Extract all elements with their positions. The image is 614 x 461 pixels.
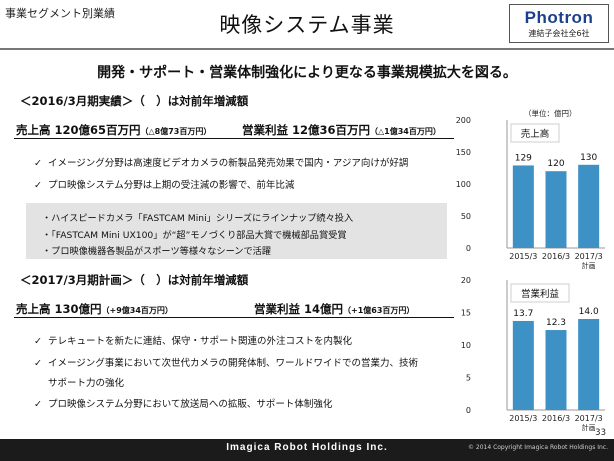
bullet-2017-2-text: イメージング事業において次世代カメラの開発体制、ワールドワイドでの営業力、技術 xyxy=(48,358,419,369)
chart-0-category-label: 2015/3 xyxy=(509,252,537,261)
logo-wordmark: Photron xyxy=(524,8,594,27)
chart-0-title: 売上高 xyxy=(521,128,550,140)
highlight-box: ・ハイスピードカメラ「FASTCAM Mini」シリーズにラインナップ続々投入 … xyxy=(26,203,447,259)
sales-2016: 売上高 120億65百万円（△8億73百万円） xyxy=(16,122,211,138)
chart-1-ytick-label: 5 xyxy=(466,374,471,383)
chart-1-data-label: 13.7 xyxy=(513,309,533,319)
chart-0-ytick-label: 150 xyxy=(456,148,471,157)
chart-1-title: 営業利益 xyxy=(521,288,560,300)
chart-1-category-label: 2015/3 xyxy=(509,414,537,423)
chart-0-ytick-label: 50 xyxy=(461,212,471,221)
bullet-2017-1-text: テレキュートを新たに連結、保守・サポート関連の外注コストを内製化 xyxy=(48,336,353,347)
footer-company: Imagica Robot Holdings Inc. xyxy=(226,442,388,453)
section-2017-underline xyxy=(14,317,454,318)
section-2016-heading-text: ＜2016/3月期実績＞（ ）は対前年増減額 xyxy=(20,94,249,108)
chart-0-bar xyxy=(512,165,534,248)
logo-subtitle: 連結子会社全6社 xyxy=(528,29,590,38)
chart-1-ytick-label: 10 xyxy=(461,341,471,350)
check-icon: ✓ xyxy=(34,358,42,369)
check-icon: ✓ xyxy=(34,180,42,191)
chart-0-bar xyxy=(545,171,567,248)
check-icon: ✓ xyxy=(34,336,42,347)
chart-1-category-note: 計画 xyxy=(582,423,596,432)
chart-0-ytick-label: 0 xyxy=(466,244,471,253)
unit-label: （単位：億円） xyxy=(524,109,577,118)
chart-1-ytick-label: 15 xyxy=(461,309,471,318)
section-2016-heading: ＜2016/3月期実績＞（ ）は対前年増減額 xyxy=(20,93,248,109)
bullet-2016-1: ✓ イメージング分野は高速度ビデオカメラの新製品発売効果で国内・アジア向けが好調 xyxy=(34,155,408,169)
bullet-2017-3: ✓ プロ映像システム分野において放送局への拡販、サポート体制強化 xyxy=(34,396,332,410)
chart-0-category-note: 計画 xyxy=(582,261,596,270)
highlight-3: ・プロ映像機器各製品がスポーツ等様々なシーンで活躍 xyxy=(42,246,272,257)
chart-1-bar xyxy=(545,330,567,410)
company-logo: Photron 連結子会社全6社 xyxy=(509,4,609,43)
headline: 開発・サポート・営業体制強化により更なる事業規模拡大を図る。 xyxy=(97,65,517,81)
chart-1-data-label: 12.3 xyxy=(546,318,566,328)
footer-bar: Imagica Robot Holdings Inc. © 2014 Copyr… xyxy=(0,439,614,461)
sales-2017: 売上高 130億円（+9億34百万円） xyxy=(16,301,173,317)
sales-2016-value: 売上高 120億65百万円 xyxy=(16,123,141,137)
sales-2017-value: 売上高 130億円 xyxy=(16,302,102,316)
bullet-2017-2: ✓ イメージング事業において次世代カメラの開発体制、ワールドワイドでの営業力、技術 xyxy=(34,355,418,369)
chart-1-title-box xyxy=(510,283,570,303)
bullet-2017-1: ✓ テレキュートを新たに連結、保守・サポート関連の外注コストを内製化 xyxy=(34,333,352,347)
header-divider xyxy=(0,48,614,50)
highlight-1: ・ハイスピードカメラ「FASTCAM Mini」シリーズにラインナップ続々投入 xyxy=(42,213,354,224)
chart-0-bar xyxy=(578,164,600,248)
chart-0-title-box xyxy=(510,123,560,143)
bullet-2016-1-text: イメージング分野は高速度ビデオカメラの新製品発売効果で国内・アジア向けが好調 xyxy=(48,158,409,169)
sales-2016-delta: （△8億73百万円） xyxy=(140,127,212,136)
segment-label: 事業セグメント別業績 xyxy=(5,7,115,20)
chart-0-data-label: 130 xyxy=(580,153,597,163)
chart-0-ytick-label: 200 xyxy=(456,116,471,125)
chart-1-bar xyxy=(578,319,600,410)
profit-2017: 営業利益 14億円（+1億63百万円） xyxy=(254,301,414,317)
charts: 0501001502001292015/31202016/31302017/3計… xyxy=(456,116,605,432)
chart-0-data-label: 129 xyxy=(515,153,532,163)
profit-2016-value: 営業利益 12億36百万円 xyxy=(242,123,371,137)
bullet-2017-2-cont: サポート力の強化 xyxy=(48,378,125,389)
chart-1-data-label: 14.0 xyxy=(579,307,599,317)
bullet-2017-3-text: プロ映像システム分野において放送局への拡販、サポート体制強化 xyxy=(48,399,333,410)
chart-0-category-label: 2017/3 xyxy=(575,252,603,261)
check-icon: ✓ xyxy=(34,399,42,410)
section-2017-heading-text: ＜2017/3月期計画＞（ ）は対前年増減額 xyxy=(20,273,249,287)
profit-2016-delta: （△1億34百万円） xyxy=(370,127,441,136)
chart-1-bar xyxy=(512,320,534,410)
footer-copyright: © 2014 Copyright Imagica Robot Holdings … xyxy=(467,444,608,451)
profit-2016: 営業利益 12億36百万円（△1億34百万円） xyxy=(242,122,441,138)
chart-1-ytick-label: 0 xyxy=(466,406,471,415)
chart-1-category-label: 2017/3 xyxy=(575,414,603,423)
chart-0-data-label: 120 xyxy=(547,159,564,169)
chart-0-ytick-label: 100 xyxy=(456,180,471,189)
page-title: 映像システム事業 xyxy=(219,13,395,37)
check-icon: ✓ xyxy=(34,158,42,169)
bullet-2016-2-text: プロ映像システム分野は上期の受注減の影響で、前年比減 xyxy=(48,180,295,191)
section-2017-heading: ＜2017/3月期計画＞（ ）は対前年増減額 xyxy=(20,272,248,288)
chart-1-ytick-label: 20 xyxy=(461,276,471,285)
highlight-2: ・「FASTCAM Mini UX100」が“超”モノづくり部品大賞で機械部品賞… xyxy=(42,230,347,241)
bullet-2016-2: ✓ プロ映像システム分野は上期の受注減の影響で、前年比減 xyxy=(34,177,294,191)
profit-2017-delta: （+1億63百万円） xyxy=(343,306,415,315)
section-2016-underline xyxy=(14,138,454,139)
chart-1-category-label: 2016/3 xyxy=(542,414,570,423)
page-number: 33 xyxy=(595,428,606,438)
profit-2017-value: 営業利益 14億円 xyxy=(254,302,344,316)
sales-2017-delta: （+9億34百万円） xyxy=(101,306,173,315)
chart-0-category-label: 2016/3 xyxy=(542,252,570,261)
